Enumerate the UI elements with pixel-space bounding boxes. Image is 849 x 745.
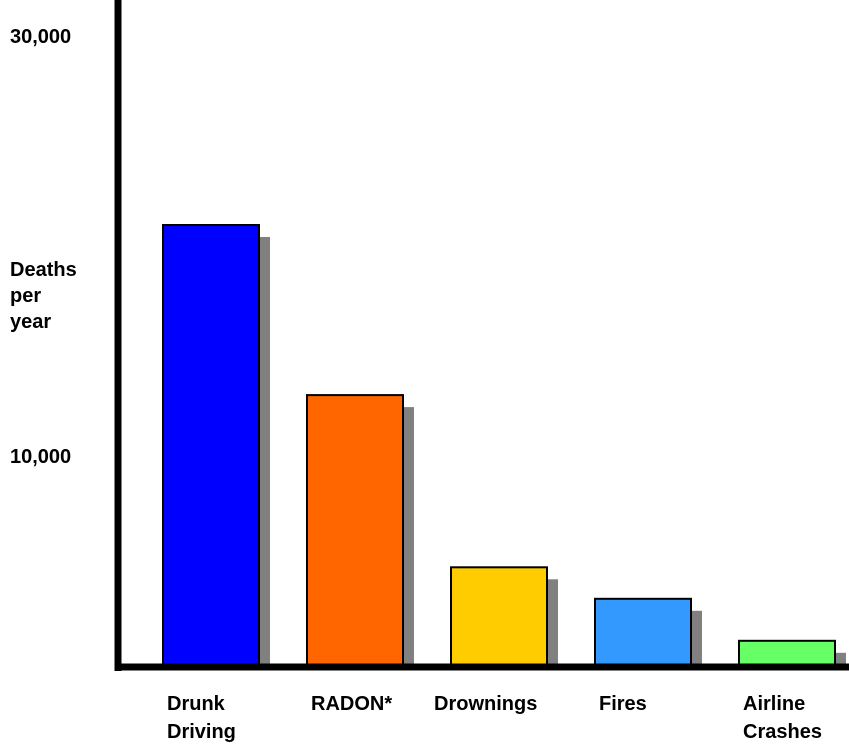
y-tick-label: 30,000 [10,26,71,48]
x-category-labels: Drunk Driving RADON* Drownings Fires Airline C… [167,693,822,743]
x-category-label: Driving [167,721,236,743]
bar [306,394,404,667]
y-axis-label-line: Deaths [10,259,77,281]
x-category-label: RADON* [311,693,392,715]
x-category-label: Drunk [167,693,226,715]
y-axis-label: Deaths per year [10,259,77,333]
x-category-label: Fires [599,693,647,715]
y-tick-labels: 10,000 30,000 [10,26,71,468]
x-category-label: Airline [743,693,805,715]
bars-group [162,224,846,667]
x-category-label: Crashes [743,721,822,743]
bar [738,639,836,667]
y-axis-label-line: year [10,311,51,333]
y-tick-label: 10,000 [10,446,71,468]
x-category-label: Drownings [434,693,537,715]
axes-group [114,0,849,671]
bar [162,224,260,667]
bar [450,566,548,667]
bar [594,597,692,667]
y-axis-label-line: per [10,285,41,307]
